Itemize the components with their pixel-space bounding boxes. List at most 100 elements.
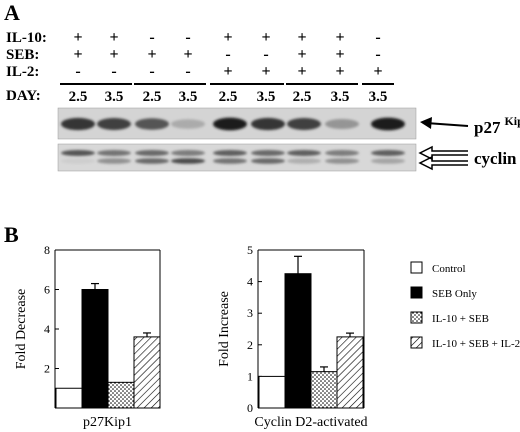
cyclin-d2-upper-band (135, 150, 169, 156)
lane-6-day: 3.5 (257, 89, 276, 105)
cyclin-d2-upper-band (325, 150, 359, 156)
bar-il-10-seb-il-2 (336, 336, 364, 409)
p27-bands (61, 117, 405, 131)
cyclin-d2-lower-band (251, 158, 285, 164)
y-tick-label: 4 (44, 322, 50, 336)
lane-4-seb: + (183, 46, 192, 63)
y-tick-label: 2 (44, 362, 50, 376)
legend-label: SEB Only (432, 288, 477, 300)
lane-1-seb: + (73, 46, 82, 63)
lane-1-il10: + (73, 29, 82, 46)
legend-swatch-dots (410, 311, 423, 324)
cyclin-d2-upper-band (371, 150, 405, 156)
cyclin-d2-upper-band (171, 150, 205, 156)
lane-5-il2: + (223, 63, 232, 80)
bar-seb-only (284, 273, 312, 409)
panel-b-label: B (4, 222, 19, 247)
y-tick-label: 2 (247, 338, 253, 352)
lane-8-seb: + (335, 46, 344, 63)
lane-4-il10: - (185, 29, 190, 46)
lane-2-il2: - (111, 63, 116, 80)
legend: Control SEB Only IL-10 + SEB IL-10 + SEB + … (410, 261, 520, 350)
blot-cyclin-d2 (57, 143, 417, 172)
lane-2-il10: + (109, 29, 118, 46)
cyclin-d2-upper-band (97, 150, 131, 156)
lane-6-il10: + (261, 29, 270, 46)
cyclin-d2-upper-band (213, 150, 247, 156)
lane-7-il10: + (297, 29, 306, 46)
cyclin-d2-lower-band (213, 158, 247, 164)
cyclin-d2-lower-band (287, 158, 321, 164)
lane-7-seb: + (297, 46, 306, 63)
cyclin-d2-lower-band (97, 158, 131, 164)
lane-4-day: 3.5 (179, 89, 198, 105)
p27-arrow (420, 117, 469, 129)
lane-8-il2: + (335, 63, 344, 80)
bar-control (258, 375, 286, 409)
p27-label-main: p27 (474, 118, 501, 137)
bar-il-10-seb (310, 371, 338, 409)
cyclin-d2-lower-band (325, 158, 359, 164)
p27-band (213, 117, 247, 131)
y-tick-label: 0 (247, 401, 253, 415)
y-tick-label: 8 (44, 243, 50, 257)
y-axis-label: Fold Decrease (14, 289, 29, 369)
y-tick-label: 4 (247, 275, 253, 289)
cyclin-d2-lower-band (61, 158, 95, 164)
lane-6-il2: + (261, 63, 270, 80)
cyclin-d2-upper-band (61, 150, 95, 156)
lane-3-il10: - (149, 29, 154, 46)
cyclin-d2-arrows (418, 145, 468, 171)
lane-3-il2: - (149, 63, 154, 80)
bar-il-10-seb-il-2 (133, 336, 161, 409)
row-label-day: DAY: (6, 88, 41, 104)
cyclin-d2-bands (61, 150, 405, 164)
bar-il-10-seb (107, 381, 135, 409)
lane-4-il2: - (185, 63, 190, 80)
y-tick-label: 3 (247, 306, 253, 320)
p27-band (325, 119, 359, 129)
p27-band (171, 119, 205, 129)
y-tick-label: 5 (247, 243, 253, 257)
chart-cyclin-d2-fold-increase: 0 1 2 3 4 5 Cyclin D2-activated Fold Increase (217, 243, 368, 430)
lane-3-seb: + (147, 46, 156, 63)
row-label-seb: SEB: (6, 47, 39, 63)
lane-5-seb: - (225, 46, 230, 63)
lane-9-il10: - (375, 29, 380, 46)
p27-band (61, 117, 95, 131)
lane-7-il2: + (297, 63, 306, 80)
cyclin-d2-upper-band (287, 150, 321, 156)
legend-label: IL-10 + SEB (432, 313, 489, 325)
lane-8-il10: + (335, 29, 344, 46)
lane-5-il10: + (223, 29, 232, 46)
y-axis-label: Fold Increase (217, 291, 232, 367)
y-tick-label: 6 (44, 283, 50, 297)
chart-p27-fold-decrease: 2 4 6 8 p27Kip1 Fold Decrease (14, 243, 161, 430)
cyclin-d2-lower-band (371, 158, 405, 164)
p27-band (371, 117, 405, 131)
bar-seb-only (81, 289, 109, 409)
lane-2-seb: + (109, 46, 118, 63)
lane-7-day: 2.5 (293, 89, 312, 105)
cyclin-d2-label: cyclin D2 (474, 149, 520, 168)
y-tick-label: 1 (247, 369, 253, 383)
x-axis-label: p27Kip1 (83, 415, 132, 430)
lane-5-day: 2.5 (219, 89, 238, 105)
row-label-il2: IL-2: (6, 64, 39, 80)
bar-control (55, 387, 83, 409)
legend-label: Control (432, 263, 466, 275)
cyclin-d2-lower-band (135, 158, 169, 164)
panel-a-label: A (4, 0, 20, 25)
p27-band (287, 118, 321, 130)
lane-9-il2: + (373, 63, 382, 80)
cyclin-d2-lower-band (171, 158, 205, 164)
p27-label-sup: Kip1 (504, 114, 520, 128)
p27-label: p27Kip1 (474, 114, 520, 137)
p27-band (251, 117, 285, 131)
lane-8-day: 3.5 (331, 89, 350, 105)
lane-1-il2: - (75, 63, 80, 80)
lane-2-day: 3.5 (105, 89, 124, 105)
lane-labels: ++-2.5++-3.5-+-2.5-+-3.5+-+2.5+-+3.5+++2… (60, 29, 394, 105)
legend-swatch-hatch (410, 336, 423, 349)
